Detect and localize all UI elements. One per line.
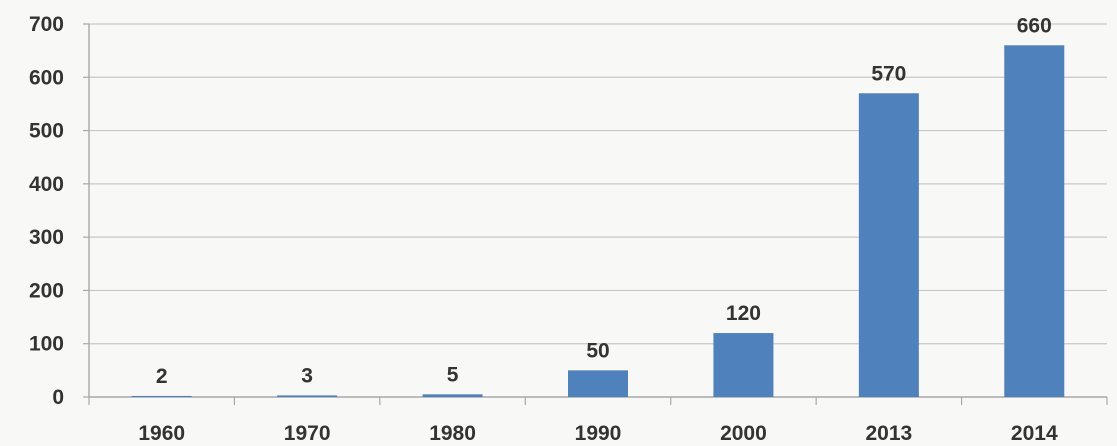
bar-2013 [858,93,919,398]
data-label-1970: 3 [301,364,313,387]
x-tick-label-1980: 1980 [429,422,476,445]
y-tick-label-200: 200 [29,279,64,302]
y-tick-label-300: 300 [29,226,64,249]
bar-1990 [568,370,628,397]
x-tick-labels: 1960 1970 1980 1990 2000 2013 2014 [138,422,1058,445]
x-tick-label-2014: 2014 [1011,422,1058,445]
bars [131,45,1065,398]
x-tick-label-1960: 1960 [138,422,185,445]
y-tick-label-400: 400 [29,173,64,196]
y-tick-label-100: 100 [29,333,64,356]
bar-2000 [713,333,774,397]
x-tick-label-1970: 1970 [284,422,331,445]
y-tick-label-500: 500 [29,120,64,143]
y-tick-label-600: 600 [29,66,64,89]
y-tick-label-700: 700 [29,13,64,36]
grid-lines [89,23,1107,345]
bar-1970 [277,395,338,397]
x-tick-label-1990: 1990 [575,422,622,445]
x-tick-label-2000: 2000 [720,422,767,445]
data-label-2013: 570 [871,62,906,85]
bar-2014 [1004,45,1065,398]
data-label-1980: 5 [447,363,459,386]
x-tick-label-2013: 2013 [865,422,912,445]
data-label-1960: 2 [156,365,168,388]
data-label-1990: 50 [586,339,609,362]
bar-1960 [131,395,192,397]
y-tick-label-0: 0 [52,386,64,409]
data-label-2000: 120 [726,302,761,325]
bar-1980 [422,394,483,397]
data-labels: 2 3 5 50 120 570 660 [156,14,1052,388]
y-tick-labels: 0 100 200 300 400 500 600 700 [29,13,64,409]
data-label-2014: 660 [1017,14,1052,37]
